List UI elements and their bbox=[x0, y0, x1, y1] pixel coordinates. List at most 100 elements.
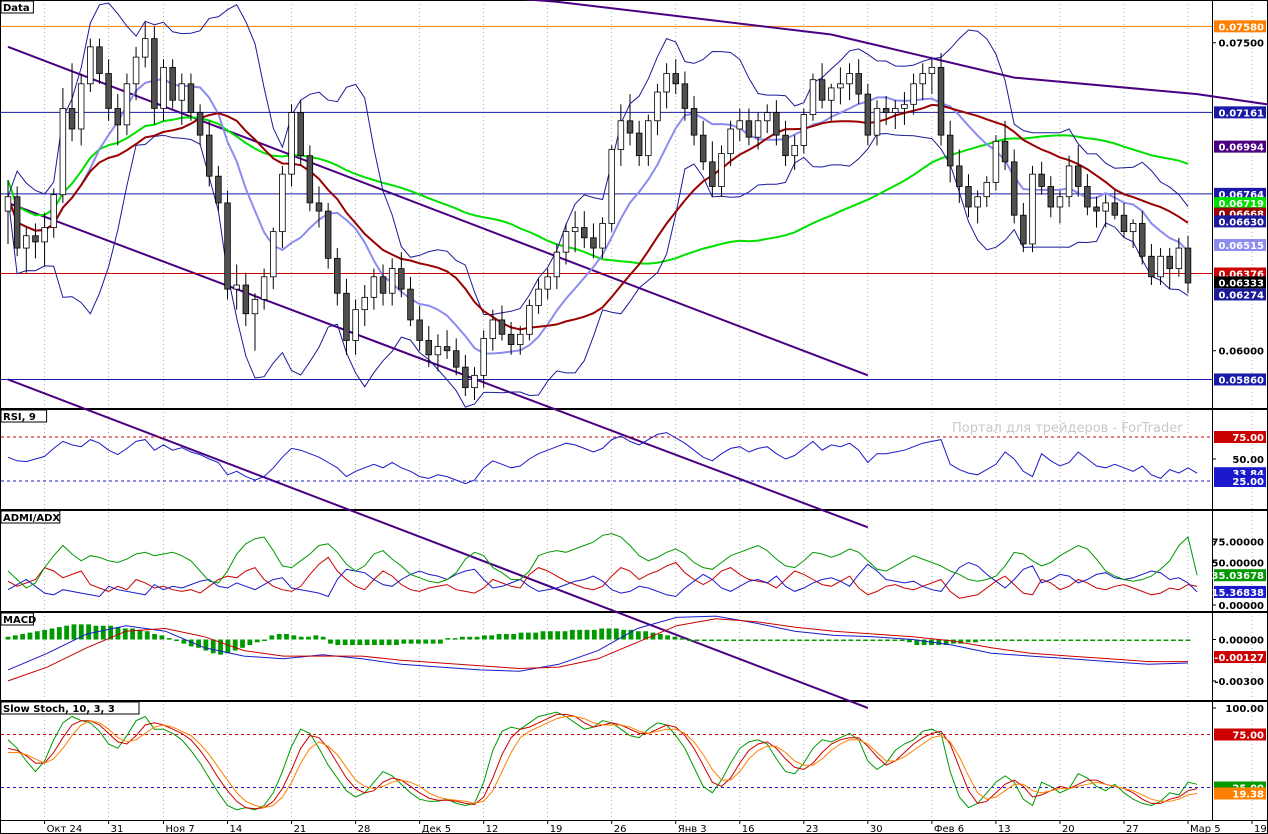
price-axis-label: 0.06376 bbox=[1218, 270, 1264, 281]
x-tick-label: 27 bbox=[1126, 824, 1139, 834]
candle bbox=[132, 56, 140, 85]
macd-hist-bar bbox=[936, 639, 942, 646]
candle bbox=[178, 83, 186, 101]
adx-axis-label-bg bbox=[1214, 569, 1266, 582]
price-axis-label-bg bbox=[1214, 106, 1266, 119]
candle bbox=[690, 108, 698, 136]
candle bbox=[105, 73, 112, 109]
macd-hist-bar bbox=[833, 639, 839, 642]
macd-hist-bar bbox=[452, 638, 458, 640]
candle bbox=[654, 91, 661, 122]
candle bbox=[965, 186, 972, 208]
macd-hist-bar bbox=[811, 639, 817, 642]
macd-hist-bar bbox=[855, 639, 861, 642]
macd-hist-bar bbox=[108, 625, 114, 640]
candle bbox=[1139, 223, 1146, 257]
candle bbox=[334, 257, 341, 294]
macd-hist-bar bbox=[1126, 639, 1132, 642]
price-axis-label: 0.06668 bbox=[1218, 210, 1264, 221]
macd-hist-bar bbox=[775, 639, 780, 642]
macd-hist-bar bbox=[342, 639, 348, 646]
stoch-slow-line bbox=[8, 716, 1198, 809]
candle bbox=[599, 223, 606, 249]
x-tick-label: Янв 3 bbox=[678, 824, 707, 834]
x-tick-label: 12 bbox=[486, 824, 499, 834]
macd-hist-bar bbox=[958, 639, 964, 644]
macd-hist-bar bbox=[423, 639, 429, 644]
candle bbox=[452, 350, 460, 368]
macd-hist-bar bbox=[42, 629, 48, 640]
macd-hist-bar bbox=[723, 639, 729, 642]
rsi-line bbox=[7, 432, 1198, 485]
rsi-title: RSI, 9 bbox=[3, 412, 36, 423]
candle bbox=[571, 227, 579, 233]
x-tick-label: 19 bbox=[550, 824, 563, 834]
macd-hist-bar bbox=[1082, 639, 1088, 642]
candle bbox=[96, 46, 103, 74]
macd-hist-bar bbox=[394, 639, 399, 646]
macd-hist-bar bbox=[115, 627, 121, 640]
candle bbox=[864, 93, 872, 136]
candle bbox=[672, 73, 679, 85]
candle bbox=[617, 120, 625, 150]
macd-hist-bar bbox=[1170, 639, 1176, 642]
candle bbox=[187, 83, 195, 113]
candle bbox=[956, 165, 963, 187]
macd-hist-bar bbox=[892, 639, 898, 642]
macd-hist-bar bbox=[166, 638, 172, 640]
candle bbox=[13, 196, 21, 249]
candle bbox=[763, 112, 771, 122]
candle bbox=[635, 132, 643, 157]
macd-hist-bar bbox=[643, 631, 649, 640]
macd-hist-bar bbox=[687, 639, 693, 642]
price-axis-label: 0.06515 bbox=[1218, 241, 1264, 252]
rsi-axis-label: 25.00 bbox=[1232, 477, 1264, 488]
candle bbox=[1129, 223, 1137, 233]
macd-hist-bar bbox=[276, 634, 282, 640]
stoch-axis-label-bg bbox=[1214, 787, 1266, 800]
adx-axis-label: 15.36838 bbox=[1211, 588, 1264, 599]
adx-axis-label: 0.00000 bbox=[1218, 601, 1264, 612]
macd-hist-bar bbox=[122, 628, 128, 640]
candle bbox=[553, 251, 561, 278]
candle bbox=[425, 340, 433, 356]
price-axis-label-bg bbox=[1214, 276, 1266, 289]
candle bbox=[873, 108, 881, 136]
macd-hist-bar bbox=[562, 631, 568, 640]
macd-hist-bar bbox=[569, 629, 575, 640]
macd-hist-bar bbox=[1046, 639, 1052, 642]
x-tick-label: Окт 24 bbox=[47, 824, 83, 834]
macd-hist-bar bbox=[159, 635, 165, 640]
macd-hist-bar bbox=[203, 639, 209, 651]
candle bbox=[828, 87, 835, 101]
price-axis-label-bg bbox=[1214, 215, 1266, 228]
candle bbox=[443, 346, 451, 352]
macd-hist-bar bbox=[701, 639, 707, 642]
candle bbox=[1148, 255, 1155, 278]
macd-hist-bar bbox=[518, 632, 524, 640]
macd-hist-bar bbox=[613, 628, 619, 640]
macd-hist-bar bbox=[885, 639, 890, 642]
x-tick-label: 26 bbox=[614, 824, 627, 834]
macd-hist-bar bbox=[1017, 639, 1022, 642]
macd-hist-bar bbox=[225, 639, 231, 654]
price-axis-label-bg bbox=[1214, 187, 1266, 200]
macd-hist-bar bbox=[826, 639, 832, 642]
candle bbox=[242, 284, 250, 315]
price-axis-label-bg bbox=[1214, 288, 1266, 301]
macd-hist-bar bbox=[27, 632, 33, 640]
watermark: Портал для трейдеров - ForTrader bbox=[952, 421, 1183, 436]
macd-hist-bar bbox=[34, 631, 40, 640]
candle bbox=[50, 194, 57, 228]
candle bbox=[562, 231, 570, 253]
panel-price bbox=[0, 0, 1268, 409]
x-tick-label: 30 bbox=[870, 824, 883, 834]
macd-hist-bar bbox=[306, 636, 311, 640]
candle bbox=[535, 288, 542, 306]
macd-hist-bar bbox=[679, 638, 685, 640]
macd-hist-bar bbox=[591, 629, 597, 640]
candle bbox=[23, 235, 30, 249]
candle bbox=[745, 120, 753, 138]
macd-hist-bar bbox=[694, 639, 700, 642]
candle bbox=[398, 268, 405, 290]
